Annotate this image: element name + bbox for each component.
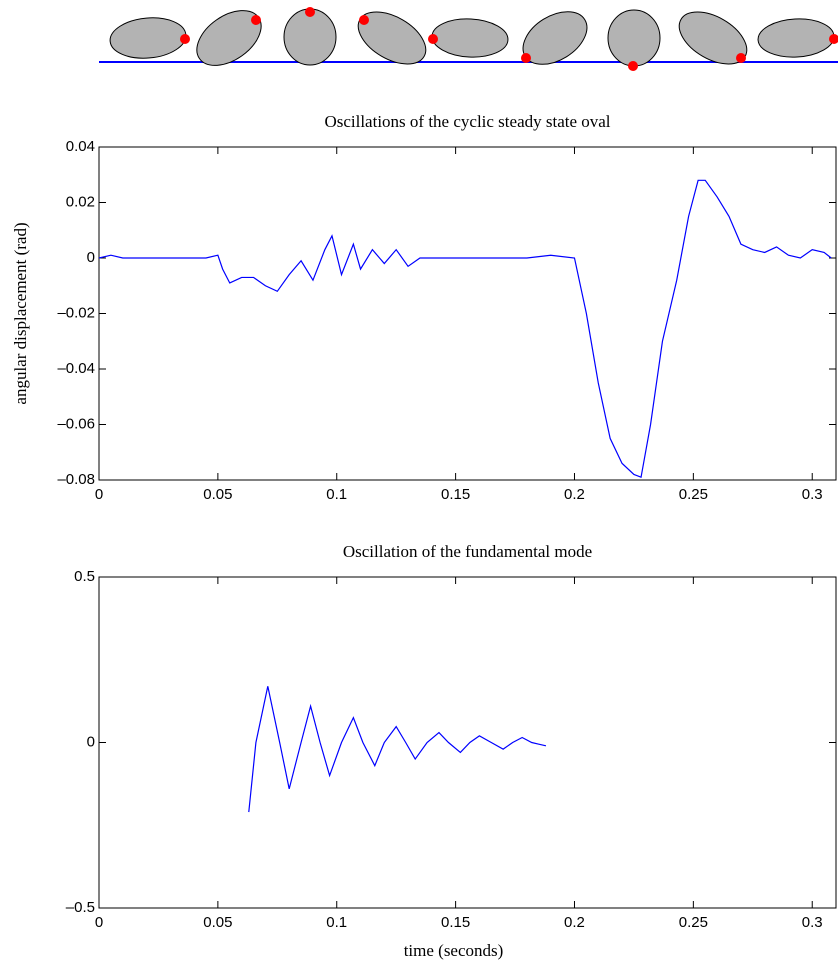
oval bbox=[607, 9, 661, 67]
data-line bbox=[248, 686, 547, 813]
oval-strip bbox=[99, 7, 838, 71]
oval bbox=[431, 18, 509, 58]
data-line bbox=[98, 179, 832, 479]
marker-dot bbox=[736, 53, 746, 63]
oval bbox=[109, 17, 187, 59]
y-tick-label: 0 bbox=[87, 733, 95, 750]
x-tick-label: 0.2 bbox=[564, 486, 585, 503]
marker-dot bbox=[305, 7, 315, 17]
x-tick-label: 0.05 bbox=[203, 914, 232, 931]
x-tick-label: 0.15 bbox=[441, 914, 470, 931]
chart-title: Oscillation of the fundamental mode bbox=[343, 542, 592, 561]
marker-dot bbox=[628, 61, 638, 71]
oval bbox=[357, 11, 427, 65]
y-tick-label: –0.5 bbox=[66, 899, 95, 916]
x-tick-label: 0.25 bbox=[679, 486, 708, 503]
x-axis-label: time (seconds) bbox=[404, 941, 504, 960]
y-tick-label: 0.02 bbox=[66, 193, 95, 210]
plot-area bbox=[98, 146, 837, 481]
y-tick-label: 0.5 bbox=[74, 568, 95, 585]
x-tick-label: 0.1 bbox=[326, 914, 347, 931]
y-tick-label: –0.04 bbox=[57, 360, 95, 377]
x-tick-label: 0.05 bbox=[203, 486, 232, 503]
chart-title: Oscillations of the cyclic steady state … bbox=[324, 112, 610, 131]
y-tick-label: 0 bbox=[87, 249, 95, 266]
x-tick-label: 0 bbox=[95, 486, 103, 503]
marker-dot bbox=[428, 34, 438, 44]
x-tick-label: 0.2 bbox=[564, 914, 585, 931]
x-tick-label: 0.3 bbox=[802, 486, 823, 503]
x-tick-label: 0 bbox=[95, 914, 103, 931]
oval bbox=[678, 11, 748, 65]
x-tick-label: 0.3 bbox=[802, 914, 823, 931]
oval bbox=[757, 18, 835, 58]
plot: Oscillations of the cyclic steady state … bbox=[11, 112, 837, 503]
marker-dot bbox=[829, 34, 838, 44]
marker-dot bbox=[251, 15, 261, 25]
x-tick-label: 0.15 bbox=[441, 486, 470, 503]
plot: Oscillation of the fundamental mode 0 0.05… bbox=[66, 542, 837, 960]
plot-area bbox=[98, 576, 837, 909]
y-tick-label: 0.04 bbox=[66, 138, 95, 155]
x-tick-label: 0.25 bbox=[679, 914, 708, 931]
oval bbox=[522, 11, 588, 65]
y-tick-label: –0.08 bbox=[57, 471, 95, 488]
marker-dot bbox=[180, 34, 190, 44]
marker-dot bbox=[359, 15, 369, 25]
x-tick-label: 0.1 bbox=[326, 486, 347, 503]
y-tick-label: –0.02 bbox=[57, 304, 95, 321]
y-tick-label: –0.06 bbox=[57, 415, 95, 432]
oval bbox=[196, 10, 262, 66]
y-axis-label: angular displacement (rad) bbox=[11, 222, 30, 404]
marker-dot bbox=[521, 53, 531, 63]
oval bbox=[283, 8, 337, 66]
